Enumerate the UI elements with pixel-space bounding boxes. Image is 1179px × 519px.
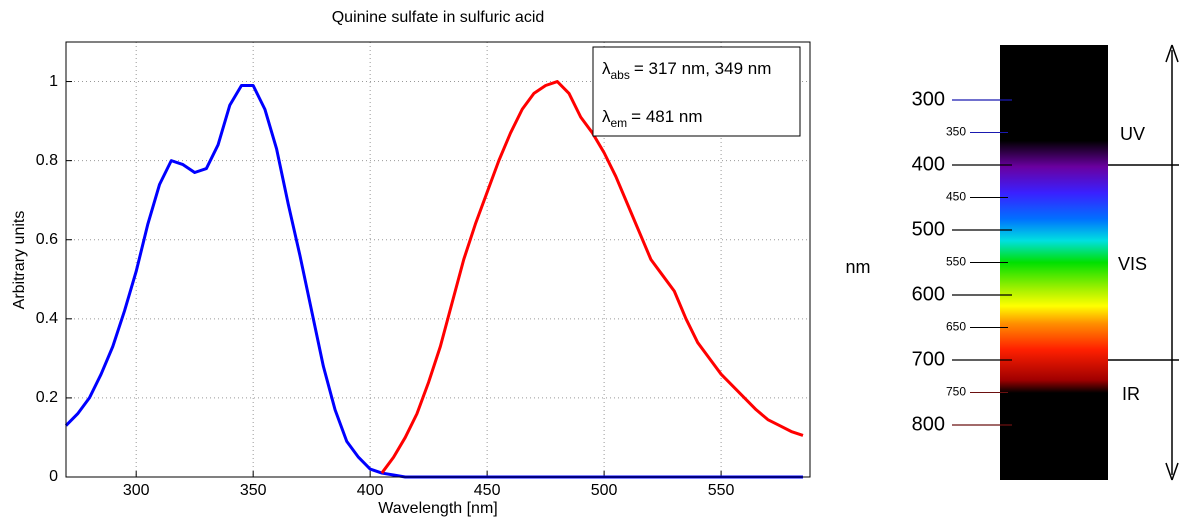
band-label: VIS: [1118, 254, 1147, 274]
annotation: λabs = 317 nm, 349 nm: [602, 59, 771, 82]
band-label: UV: [1120, 124, 1145, 144]
major-tick-label: 700: [912, 348, 945, 370]
minor-tick-label: 450: [946, 190, 966, 204]
major-tick-label: 600: [912, 283, 945, 305]
major-tick-label: 500: [912, 218, 945, 240]
y-tick-label: 0: [49, 468, 58, 485]
unit-label: nm: [845, 257, 870, 277]
x-tick-label: 400: [357, 482, 384, 499]
data-line: [380, 80, 804, 474]
y-tick-label: 0.2: [36, 389, 58, 406]
chart-title: Quinine sulfate in sulfuric acid: [332, 9, 545, 26]
annotation-box: [592, 46, 801, 137]
y-axis-label: Arbitrary units: [11, 211, 28, 310]
annotation: λem = 481 nm: [602, 107, 703, 130]
major-tick-label: 400: [912, 153, 945, 175]
subscript: em: [611, 116, 628, 130]
x-tick-label: 300: [123, 482, 150, 499]
y-tick-label: 1: [49, 73, 58, 90]
band-label: IR: [1122, 384, 1140, 404]
y-tick-label: 0.6: [36, 231, 58, 248]
arrow-head: [1165, 44, 1179, 481]
x-tick-label: 450: [474, 482, 501, 499]
data-line: [64, 84, 803, 479]
x-axis-label: Wavelength [nm]: [378, 500, 497, 517]
minor-tick-label: 550: [946, 255, 966, 269]
spectrum-bar: [1000, 45, 1108, 480]
scale: 300 400 500 600 700 800 350 450 550 650 750: [912, 88, 1179, 435]
minor-tick-label: 350: [946, 125, 966, 139]
x-tick-label: 350: [240, 482, 267, 499]
subscript: abs: [611, 68, 630, 82]
annotation-text: = 481 nm: [631, 107, 702, 126]
symbol: λ: [602, 107, 611, 126]
x-tick-label: 500: [591, 482, 618, 499]
symbol: λ: [602, 59, 611, 78]
y-tick-label: 0.8: [36, 152, 58, 169]
plot-frame: [65, 41, 811, 478]
major-tick-label: 300: [912, 88, 945, 110]
x-tick-label: 550: [708, 482, 735, 499]
major-tick-label: 800: [912, 413, 945, 435]
minor-tick-label: 650: [946, 320, 966, 334]
minor-tick-label: 750: [946, 385, 966, 399]
annotation-text: = 317 nm, 349 nm: [634, 59, 772, 78]
y-tick-label: 0.4: [36, 310, 58, 327]
